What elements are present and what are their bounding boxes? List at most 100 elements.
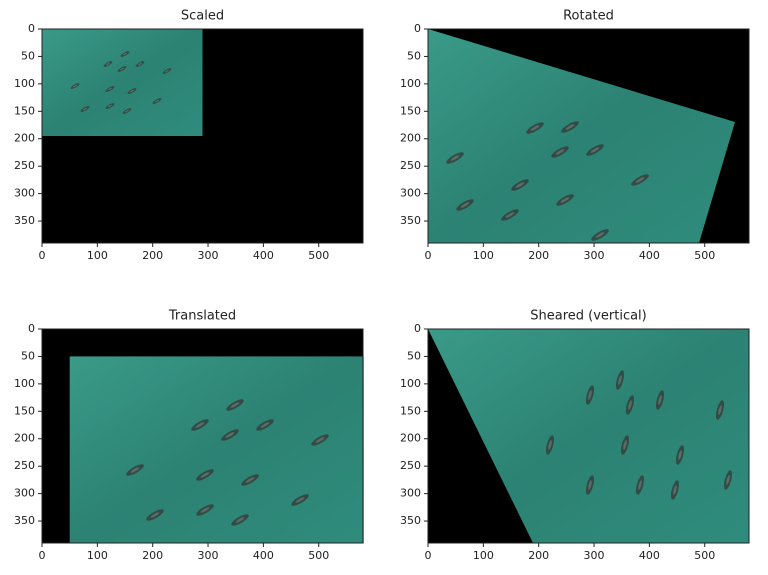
axes-frame [427,28,750,244]
dolphin-back [638,480,642,490]
x-tick-label: 200 [528,249,549,262]
dolphin-back [82,107,88,111]
dolphin-back [588,480,592,490]
dolphin-back [505,212,515,218]
dolphin-back [590,147,600,153]
dolphin-back [678,450,682,460]
y-tick-label: 0 [28,322,35,335]
dolphin-back [154,99,160,103]
x-tick-label: 100 [473,249,494,262]
y-tick-label: 350 [400,514,421,527]
dolphin-back [129,89,135,93]
dolphin-back [555,149,565,155]
dolphin-back [164,69,170,73]
dolphin-back [130,467,140,473]
y-tick-label: 250 [14,159,35,172]
dolphin-back [124,109,130,113]
dolphin-back [548,440,552,450]
dolphin-back [623,440,627,450]
dolphin-back [150,512,160,518]
y-tick-label: 300 [14,187,35,200]
x-tick-label: 100 [87,549,108,562]
dolphin-back [107,87,113,91]
x-tick-label: 0 [425,249,432,262]
axes-frame [41,28,364,244]
y-tick-label: 150 [14,404,35,417]
x-tick-label: 100 [87,249,108,262]
dolphin-back [107,104,113,108]
x-tick-label: 0 [425,549,432,562]
dolphin-back [560,197,570,203]
dolphin-back [200,472,210,478]
dolphin-back [450,155,460,161]
y-tick-label: 350 [14,214,35,227]
y-tick-label: 200 [400,132,421,145]
x-tick-label: 200 [142,549,163,562]
image [428,29,735,243]
y-tick-label: 100 [14,377,35,390]
y-tick-label: 100 [14,77,35,90]
panel-title: Translated [168,309,236,324]
x-tick-label: 100 [473,549,494,562]
x-tick-label: 0 [39,249,46,262]
y-tick-label: 0 [28,22,35,35]
dolphin-back [618,375,622,385]
dolphin-back [137,62,143,66]
panel-title: Sheared (vertical) [530,309,647,324]
dolphin-back [565,124,575,130]
dolphin-back [105,62,111,66]
dolphin-back [245,477,255,483]
y-tick-label: 300 [400,487,421,500]
x-tick-label: 0 [39,549,46,562]
dolphin-back [595,232,605,238]
image [428,329,749,543]
x-tick-label: 300 [198,549,219,562]
axes-frame [427,328,750,544]
x-tick-label: 400 [639,549,660,562]
axes-frame [41,328,364,544]
y-tick-label: 350 [14,514,35,527]
y-tick-label: 300 [14,487,35,500]
image-panel [427,328,750,544]
image [69,356,364,544]
x-tick-label: 500 [308,549,329,562]
x-tick-label: 400 [253,549,274,562]
dolphin-back [635,177,645,183]
dolphin-back [658,395,662,405]
y-tick-label: 350 [400,214,421,227]
dolphin-back [235,517,245,523]
x-tick-label: 500 [694,549,715,562]
y-tick-label: 300 [400,187,421,200]
image-panel [41,328,364,544]
dolphin-back [122,52,128,56]
dolphin-back [515,182,525,188]
y-tick-label: 150 [400,104,421,117]
dolphin-back [673,485,677,495]
y-tick-label: 50 [21,349,35,362]
dolphin-back [530,125,540,131]
x-tick-label: 300 [198,249,219,262]
dolphin-back [726,475,730,485]
dolphin-back [588,390,592,400]
y-tick-label: 200 [14,132,35,145]
dolphin-back [230,402,240,408]
image-panel [427,28,750,244]
y-tick-label: 0 [414,22,421,35]
panel-title: Rotated [563,9,614,24]
dolphin-back [315,437,325,443]
dolphin-back [225,432,235,438]
x-tick-label: 400 [639,249,660,262]
dolphin-back [119,67,125,71]
y-tick-label: 250 [14,459,35,472]
y-tick-label: 200 [400,432,421,445]
dolphin-back [460,202,470,208]
y-tick-label: 100 [400,377,421,390]
panel-title: Scaled [181,9,224,24]
image-panel [41,28,364,244]
dolphin-back [72,84,78,88]
x-tick-label: 300 [584,549,605,562]
dolphin-back [295,497,305,503]
y-tick-label: 150 [400,404,421,417]
y-tick-label: 50 [21,49,35,62]
